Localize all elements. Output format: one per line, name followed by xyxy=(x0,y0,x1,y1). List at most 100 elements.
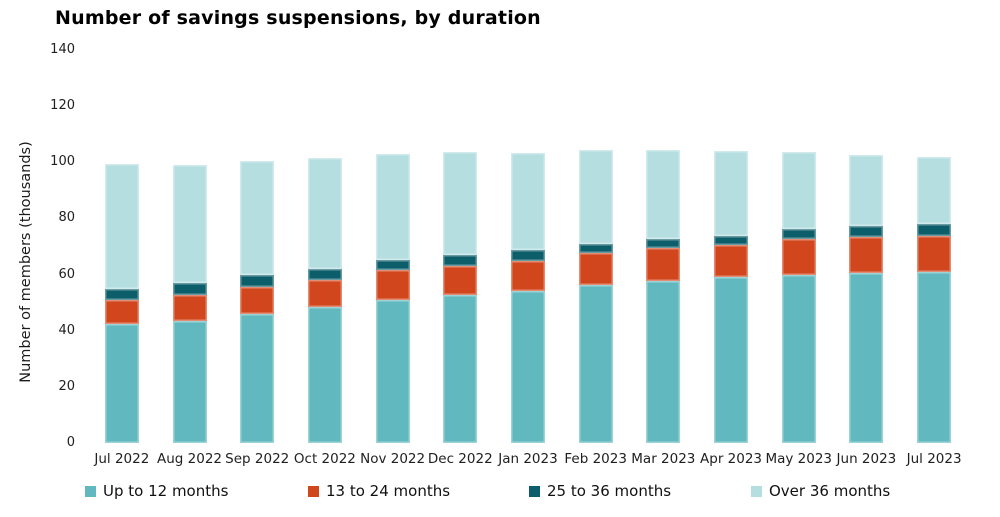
bar-segment-over-36-months xyxy=(510,153,545,251)
legend-item-13-to-24-months: 13 to 24 months xyxy=(308,480,450,502)
bar-segment-25-to-36-months xyxy=(646,238,681,248)
bar-segment-13-to-24-months xyxy=(781,238,816,275)
bar-slot-aug-2022 xyxy=(156,50,224,443)
y-tick-label: 60 xyxy=(58,266,75,282)
bar-segment-over-36-months xyxy=(849,155,884,227)
bar-segment-up-to-12-months xyxy=(172,320,207,443)
stacked-bar-sep-2022 xyxy=(240,161,275,443)
stacked-bar-may-2023 xyxy=(781,151,816,443)
bar-segment-over-36-months xyxy=(781,151,816,229)
plot-area xyxy=(88,50,968,443)
bar-segment-25-to-36-months xyxy=(781,228,816,239)
y-tick-label: 120 xyxy=(50,98,75,114)
bar-slot-jan-2023 xyxy=(494,50,562,443)
bar-segment-25-to-36-months xyxy=(307,268,342,280)
bar-slot-sep-2022 xyxy=(223,50,291,443)
x-tick-label-mar-2023: Mar 2023 xyxy=(631,451,696,467)
bar-segment-up-to-12-months xyxy=(375,299,410,443)
bar-segment-over-36-months xyxy=(917,156,952,225)
bar-segment-25-to-36-months xyxy=(443,254,478,266)
bar-segment-13-to-24-months xyxy=(917,236,952,272)
bar-segment-over-36-months xyxy=(104,164,139,289)
bar-segment-over-36-months xyxy=(240,161,275,276)
bar-segment-25-to-36-months xyxy=(917,224,952,237)
y-axis-ticks: 0 20 40 60 80 100 120 140 xyxy=(28,0,75,460)
y-tick-label: 20 xyxy=(58,378,75,394)
stacked-bar-nov-2022 xyxy=(375,153,410,443)
stacked-bar-aug-2022 xyxy=(172,164,207,443)
bar-slot-mar-2023 xyxy=(630,50,698,443)
x-tick-label-apr-2023: Apr 2023 xyxy=(700,451,763,467)
bar-segment-over-36-months xyxy=(307,157,342,269)
x-tick-label-jul-2023: Jul 2023 xyxy=(906,451,962,467)
legend-item-25-to-36-months: 25 to 36 months xyxy=(529,480,671,502)
legend-label: Over 36 months xyxy=(769,482,891,500)
bar-slot-may-2023 xyxy=(765,50,833,443)
legend-item-over-36-months: Over 36 months xyxy=(751,480,890,502)
bar-slot-oct-2022 xyxy=(291,50,359,443)
legend-swatch-icon xyxy=(85,485,96,497)
bar-segment-up-to-12-months xyxy=(578,285,613,443)
bar-segment-up-to-12-months xyxy=(917,271,952,443)
y-tick-label: 80 xyxy=(58,210,75,226)
bar-slot-jul-2022 xyxy=(88,50,156,443)
bar-segment-25-to-36-months xyxy=(104,288,139,300)
x-tick-label-feb-2023: Feb 2023 xyxy=(564,451,627,467)
bar-segment-13-to-24-months xyxy=(104,299,139,324)
y-tick-label: 40 xyxy=(58,322,75,338)
bar-segment-25-to-36-months xyxy=(375,259,410,271)
x-tick-label-dec-2022: Dec 2022 xyxy=(427,451,493,467)
bar-segment-25-to-36-months xyxy=(714,235,749,245)
bar-segment-up-to-12-months xyxy=(443,294,478,443)
bar-slot-feb-2023 xyxy=(562,50,630,443)
bar-segment-up-to-12-months xyxy=(307,307,342,443)
bar-segment-over-36-months xyxy=(714,151,749,236)
bar-segment-over-36-months xyxy=(443,152,478,255)
x-tick-label-may-2023: May 2023 xyxy=(765,451,832,467)
stacked-bar-oct-2022 xyxy=(307,157,342,443)
legend-swatch-icon xyxy=(751,485,762,497)
bar-slot-jun-2023 xyxy=(833,50,901,443)
x-axis-labels: Jul 2022 Aug 2022 Sep 2022 Oct 2022 Nov 2022… xyxy=(88,451,968,467)
bar-segment-13-to-24-months xyxy=(510,261,545,292)
bar-slot-jul-2023 xyxy=(900,50,968,443)
bar-segment-25-to-36-months xyxy=(240,275,275,287)
bar-segment-over-36-months xyxy=(172,164,207,284)
x-tick-label-oct-2022: Oct 2022 xyxy=(293,451,356,467)
y-tick-label: 0 xyxy=(66,435,75,450)
bar-segment-13-to-24-months xyxy=(375,270,410,300)
bar-segment-13-to-24-months xyxy=(240,286,275,315)
stacked-bar-jun-2023 xyxy=(849,155,884,443)
stacked-bar-apr-2023 xyxy=(714,151,749,443)
legend-label: Up to 12 months xyxy=(103,482,229,500)
bar-segment-13-to-24-months xyxy=(849,236,884,273)
bar-segment-13-to-24-months xyxy=(646,247,681,282)
legend-swatch-icon xyxy=(529,485,540,497)
bar-segment-over-36-months xyxy=(646,149,681,239)
bar-slot-nov-2022 xyxy=(359,50,427,443)
legend-swatch-icon xyxy=(308,485,319,497)
bar-slot-apr-2023 xyxy=(697,50,765,443)
y-tick-label: 100 xyxy=(50,154,75,170)
legend-label: 13 to 24 months xyxy=(326,482,451,500)
stacked-bar-feb-2023 xyxy=(578,149,613,443)
bar-segment-13-to-24-months xyxy=(172,294,207,321)
bar-segment-up-to-12-months xyxy=(849,272,884,443)
legend-item-up-to-12-months: Up to 12 months xyxy=(85,480,228,502)
bar-segment-25-to-36-months xyxy=(510,250,545,262)
stacked-bar-jul-2023 xyxy=(917,156,952,443)
stacked-bar-jul-2022 xyxy=(104,164,139,443)
x-tick-label-jul-2022: Jul 2022 xyxy=(94,451,150,467)
bar-segment-13-to-24-months xyxy=(578,252,613,286)
bar-segment-up-to-12-months xyxy=(240,314,275,443)
bar-segment-25-to-36-months xyxy=(849,226,884,237)
bar-segment-up-to-12-months xyxy=(781,274,816,443)
bar-segment-up-to-12-months xyxy=(714,277,749,443)
x-tick-label-sep-2022: Sep 2022 xyxy=(225,451,290,467)
bar-segment-13-to-24-months xyxy=(714,244,749,278)
legend-label: 25 to 36 months xyxy=(547,482,672,500)
stacked-bar-mar-2023 xyxy=(646,149,681,443)
legend: Up to 12 months 13 to 24 months 25 to 36 m… xyxy=(0,480,1000,504)
bar-segment-25-to-36-months xyxy=(578,243,613,253)
